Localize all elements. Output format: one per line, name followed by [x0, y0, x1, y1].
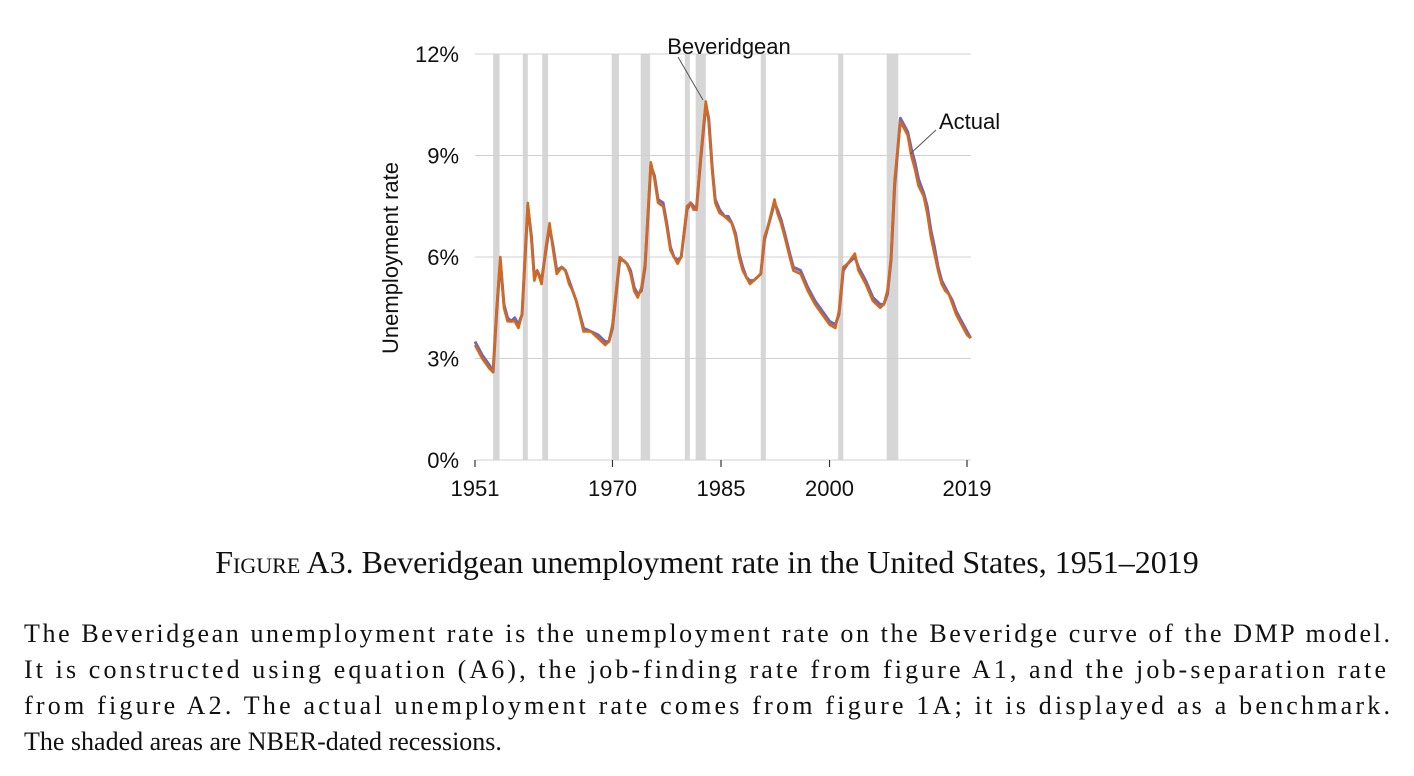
- annotation: Actual: [939, 109, 1000, 134]
- series-line: [473, 100, 972, 374]
- caption-line: It is constructed using equation (A6), t…: [24, 655, 1386, 684]
- y-tick-label: 0%: [427, 448, 459, 473]
- x-tick-label: 1970: [588, 476, 637, 501]
- annotation: Beveridgean: [667, 34, 791, 59]
- y-tick-label: 3%: [427, 347, 459, 372]
- caption-line: The Beveridgean unemployment rate is the…: [24, 619, 1390, 648]
- caption-title: Figure A3. Beveridgean unemployment rate…: [215, 544, 1199, 580]
- x-tick-label: 2000: [805, 476, 854, 501]
- leader-line: [677, 56, 704, 101]
- y-tick-label: 12%: [415, 42, 459, 67]
- y-tick-label: 9%: [427, 144, 459, 169]
- x-tick-label: 1985: [697, 476, 746, 501]
- x-tick-label: 1951: [451, 476, 500, 501]
- y-tick-label: 6%: [427, 245, 459, 270]
- x-tick-label: 2019: [943, 476, 992, 501]
- caption-body: The Beveridgean unemployment rate is the…: [24, 619, 1390, 756]
- caption-label: Figure A3.: [215, 544, 353, 580]
- y-axis-label: Unemployment rate: [378, 162, 403, 354]
- caption-text: Beveridgean unemployment rate in the Uni…: [362, 544, 1199, 580]
- caption-line: from figure A2. The actual unemployment …: [24, 691, 1390, 720]
- leader-line: [909, 129, 937, 155]
- caption-line: The shaded areas are NBER-dated recessio…: [24, 727, 502, 756]
